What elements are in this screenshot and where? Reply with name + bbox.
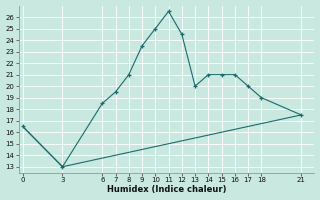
X-axis label: Humidex (Indice chaleur): Humidex (Indice chaleur) [107, 185, 226, 194]
